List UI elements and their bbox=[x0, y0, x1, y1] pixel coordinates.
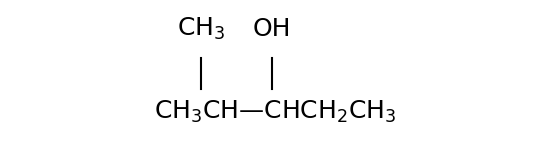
Text: CH$_3$CH—CHCH$_2$CH$_3$: CH$_3$CH—CHCH$_2$CH$_3$ bbox=[154, 99, 396, 125]
Text: CH$_3$: CH$_3$ bbox=[177, 16, 225, 42]
Text: OH: OH bbox=[253, 17, 292, 41]
